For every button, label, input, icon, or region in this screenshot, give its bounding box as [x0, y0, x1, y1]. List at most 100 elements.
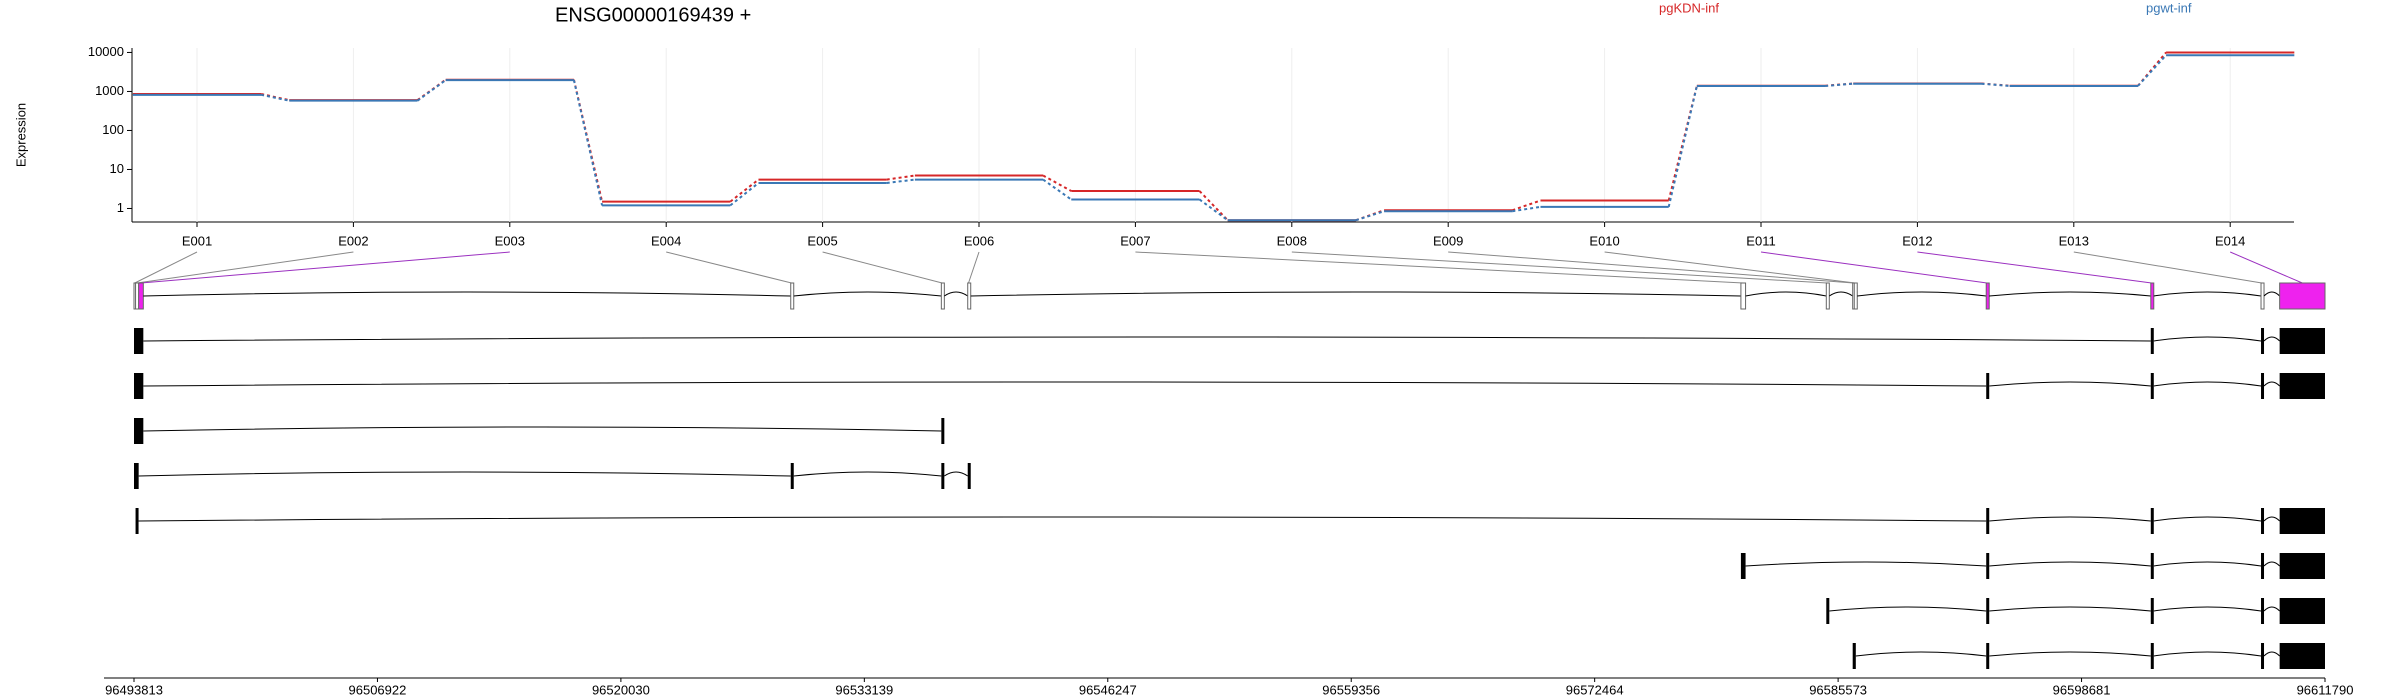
intron	[2153, 516, 2262, 522]
exon	[135, 508, 139, 534]
exon	[1740, 553, 1746, 579]
connector	[886, 174, 916, 181]
connector	[572, 79, 604, 206]
connector	[1511, 199, 1541, 212]
exon	[1852, 643, 1856, 669]
x-tick-label: 96611790	[2297, 682, 2354, 697]
exon	[940, 282, 945, 310]
intron	[1989, 381, 2151, 387]
intron	[1989, 516, 2151, 522]
legend-label: pgwt-inf	[2146, 0, 2192, 15]
connector	[416, 78, 447, 101]
intron	[143, 336, 2151, 342]
x-tick-label: 96520030	[592, 682, 650, 697]
exon	[2279, 373, 2325, 399]
intron	[2153, 291, 2262, 297]
x-tick-label: E013	[2059, 233, 2089, 248]
exon	[967, 463, 971, 489]
connector	[260, 93, 290, 102]
exon	[2150, 282, 2155, 310]
intron	[1857, 291, 1987, 297]
connector	[1512, 205, 1541, 213]
x-tick-label: E004	[651, 233, 681, 248]
intron	[1829, 291, 1853, 297]
intron	[793, 471, 942, 477]
exon	[2279, 643, 2325, 669]
x-tick-label: 96533139	[835, 682, 893, 697]
exon	[134, 373, 144, 399]
intron	[1855, 651, 1987, 657]
intron	[2153, 606, 2262, 612]
x-tick-label: E009	[1433, 233, 1463, 248]
connector	[1198, 190, 1229, 221]
exon-link	[968, 251, 980, 284]
exon	[2279, 508, 2325, 534]
connector	[1355, 210, 1385, 222]
connector	[1042, 174, 1072, 192]
x-tick-label: E012	[1902, 233, 1932, 248]
intron	[2153, 336, 2262, 342]
x-tick-label: E011	[1746, 233, 1775, 248]
exon-link	[822, 251, 943, 284]
intron	[1989, 561, 2151, 567]
exon-link	[2073, 251, 2262, 284]
exon	[138, 282, 144, 310]
exon	[134, 418, 144, 444]
exon	[2279, 328, 2325, 354]
intron	[1989, 606, 2151, 612]
intron	[2153, 381, 2262, 387]
x-tick-label: 96585573	[1809, 682, 1867, 697]
x-tick-label: 96598681	[2053, 682, 2111, 697]
exon	[941, 418, 945, 444]
connector	[1981, 82, 2010, 87]
intron	[970, 291, 1741, 297]
exon	[1986, 643, 1990, 669]
intron	[138, 471, 791, 477]
exon-link	[2230, 251, 2303, 284]
legend-label: pgKDN-inf	[1659, 0, 1719, 15]
exon	[2261, 508, 2265, 534]
exon-link	[1917, 251, 2152, 284]
exon	[2261, 598, 2265, 624]
x-tick-label: 96559356	[1322, 682, 1380, 697]
y-tick-label: 1	[117, 200, 124, 215]
x-tick-label: E008	[1277, 233, 1307, 248]
y-tick-label: 10	[110, 161, 124, 176]
exon	[2279, 553, 2325, 579]
exon	[790, 282, 795, 310]
intron	[2263, 291, 2281, 297]
exon	[1986, 373, 1990, 399]
x-tick-label: E003	[495, 233, 525, 248]
x-tick-label: E007	[1120, 233, 1150, 248]
intron	[1829, 606, 1987, 612]
x-tick-label: 96493813	[105, 682, 163, 697]
intron	[143, 381, 1987, 387]
exon	[2261, 373, 2265, 399]
intron	[2263, 516, 2281, 522]
exon	[790, 463, 794, 489]
x-tick-label: E006	[964, 233, 994, 248]
intron	[2153, 651, 2262, 657]
exon	[1985, 282, 1990, 310]
exon-link	[140, 251, 510, 284]
exon	[2150, 643, 2154, 669]
exon-link	[1135, 251, 1744, 284]
exon-link	[1604, 251, 1856, 284]
chart-title: ENSG00000169439 +	[555, 4, 751, 26]
exon	[2150, 328, 2154, 354]
exon	[1986, 553, 1990, 579]
intron	[1745, 561, 1987, 567]
y-tick-label: 1000	[95, 83, 124, 98]
exon-link	[137, 251, 354, 284]
exon	[2260, 282, 2265, 310]
exon	[134, 463, 139, 489]
intron	[2263, 381, 2281, 387]
exon	[2150, 508, 2154, 534]
x-tick-label: E002	[338, 233, 368, 248]
intron	[2263, 336, 2281, 342]
exon	[2261, 553, 2265, 579]
x-tick-label: E005	[807, 233, 837, 248]
intron	[1989, 651, 2151, 657]
intron	[944, 471, 969, 477]
